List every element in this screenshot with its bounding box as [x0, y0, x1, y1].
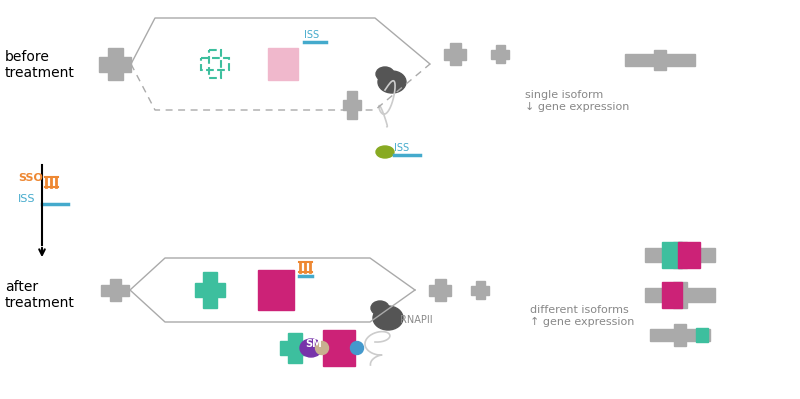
Bar	[323, 330, 355, 366]
Bar	[444, 49, 466, 59]
Bar	[429, 284, 451, 296]
Bar	[645, 248, 715, 262]
Bar	[268, 48, 298, 80]
Bar	[203, 272, 217, 308]
Text: ISS: ISS	[304, 30, 319, 40]
Ellipse shape	[378, 71, 406, 93]
Bar	[491, 49, 509, 59]
Bar	[471, 286, 489, 294]
Bar	[645, 288, 715, 302]
Bar	[625, 54, 695, 66]
Bar	[475, 281, 485, 299]
Bar	[209, 50, 221, 78]
Bar	[107, 48, 122, 80]
Text: after
treatment: after treatment	[5, 280, 75, 310]
Bar	[288, 333, 302, 363]
Bar	[673, 242, 687, 268]
Bar	[650, 329, 710, 341]
Ellipse shape	[376, 67, 394, 81]
Bar	[654, 50, 666, 70]
Bar	[280, 341, 310, 355]
Text: SSO: SSO	[18, 173, 43, 183]
Ellipse shape	[371, 301, 389, 315]
Ellipse shape	[350, 342, 363, 354]
Ellipse shape	[373, 306, 403, 330]
Text: single isoform
↓ gene expression: single isoform ↓ gene expression	[525, 90, 630, 112]
Bar	[195, 283, 225, 297]
Bar	[347, 91, 357, 119]
Bar	[678, 242, 700, 268]
Bar	[110, 279, 121, 301]
Bar	[673, 282, 687, 308]
Bar	[674, 324, 686, 346]
Bar	[450, 43, 461, 65]
Bar	[343, 100, 361, 110]
Bar	[662, 282, 682, 308]
Bar	[495, 45, 505, 63]
Bar	[258, 270, 294, 310]
Text: before
treatment: before treatment	[5, 50, 75, 80]
Bar	[696, 328, 708, 342]
Bar	[101, 284, 129, 296]
Text: ISS: ISS	[394, 143, 409, 153]
Ellipse shape	[315, 342, 329, 354]
Text: ISS: ISS	[18, 194, 35, 204]
Ellipse shape	[300, 339, 322, 357]
Bar	[662, 242, 682, 268]
Bar	[99, 57, 131, 71]
Text: SM: SM	[305, 339, 322, 349]
Text: different isoforms
↑ gene expression: different isoforms ↑ gene expression	[530, 305, 634, 327]
Bar	[434, 279, 446, 301]
Text: RNAPII: RNAPII	[400, 315, 433, 325]
Bar	[201, 58, 229, 70]
Ellipse shape	[376, 146, 394, 158]
